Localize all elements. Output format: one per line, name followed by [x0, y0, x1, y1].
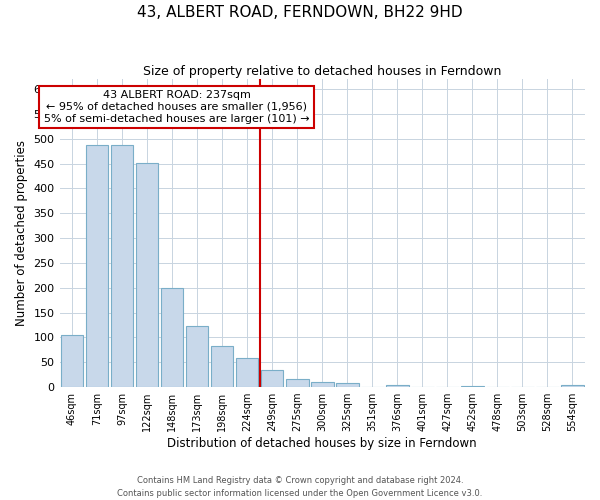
Bar	[311, 382, 334, 387]
Bar	[136, 162, 158, 387]
Bar	[111, 144, 133, 387]
Y-axis label: Number of detached properties: Number of detached properties	[15, 140, 28, 326]
Bar	[186, 326, 208, 387]
Bar	[461, 386, 484, 387]
Bar	[61, 335, 83, 387]
Bar	[161, 288, 184, 387]
Title: Size of property relative to detached houses in Ferndown: Size of property relative to detached ho…	[143, 65, 502, 78]
X-axis label: Distribution of detached houses by size in Ferndown: Distribution of detached houses by size …	[167, 437, 477, 450]
Text: 43 ALBERT ROAD: 237sqm
← 95% of detached houses are smaller (1,956)
5% of semi-d: 43 ALBERT ROAD: 237sqm ← 95% of detached…	[44, 90, 310, 124]
Bar	[86, 144, 109, 387]
Text: 43, ALBERT ROAD, FERNDOWN, BH22 9HD: 43, ALBERT ROAD, FERNDOWN, BH22 9HD	[137, 5, 463, 20]
Bar	[386, 384, 409, 387]
Bar	[336, 383, 359, 387]
Bar	[286, 378, 308, 387]
Text: Contains HM Land Registry data © Crown copyright and database right 2024.
Contai: Contains HM Land Registry data © Crown c…	[118, 476, 482, 498]
Bar	[261, 370, 283, 387]
Bar	[211, 346, 233, 387]
Bar	[236, 358, 259, 387]
Bar	[561, 384, 584, 387]
